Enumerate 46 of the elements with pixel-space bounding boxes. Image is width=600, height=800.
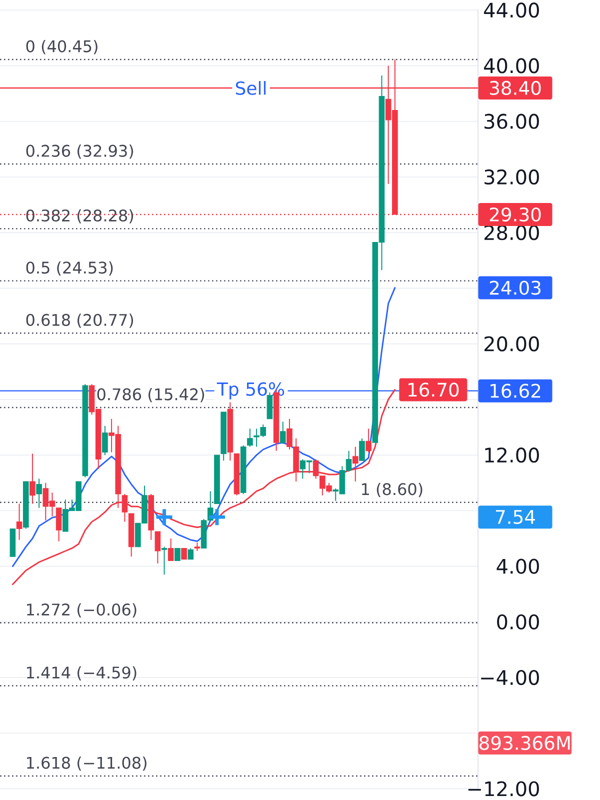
ref-line-label: 1.272 (−0.06) bbox=[27, 603, 136, 618]
candlestick bbox=[181, 548, 187, 560]
data-label: 16.70 bbox=[408, 382, 459, 397]
ref-line-label: Sell bbox=[236, 81, 266, 95]
y-tick-label: −12.00 bbox=[468, 781, 539, 796]
y-tick-label: 36.00 bbox=[484, 114, 539, 129]
candlestick bbox=[280, 421, 286, 444]
ref-line-label: Tp 56% bbox=[216, 382, 284, 400]
ref-line-label: 1.618 (−11.08) bbox=[27, 756, 146, 771]
y-tick-label: 0.00 bbox=[497, 614, 539, 630]
ref-line-label: 0.382 (28.28) bbox=[26, 209, 134, 224]
y-tick-label: 12.00 bbox=[485, 447, 539, 463]
y-tick-label: 24.03 bbox=[490, 280, 540, 295]
candlestick bbox=[102, 425, 108, 456]
y-tick-label: 38.40 bbox=[490, 80, 541, 96]
ref-line-label: 0.786 (15.42) bbox=[97, 388, 204, 402]
candlestick bbox=[366, 428, 372, 453]
y-tick-label: 7.54 bbox=[496, 510, 535, 524]
y-tick-label: 44.00 bbox=[484, 2, 539, 18]
candlestick bbox=[247, 428, 253, 448]
candlestick bbox=[154, 531, 161, 564]
candlestick bbox=[174, 548, 180, 562]
candlestick bbox=[359, 438, 365, 462]
candlestick bbox=[122, 493, 128, 522]
candlestick bbox=[352, 446, 358, 482]
ref-line-label: 1 (8.60) bbox=[362, 482, 422, 498]
y-tick-label: 20.00 bbox=[484, 336, 539, 352]
ref-line-label: 0.236 (32.93) bbox=[26, 144, 134, 159]
candlestick bbox=[161, 546, 168, 576]
ref-line-label: 0.618 (20.77) bbox=[26, 314, 134, 328]
candlestick bbox=[188, 548, 194, 560]
candlestick bbox=[56, 507, 62, 542]
y-tick-label: −4.00 bbox=[481, 670, 539, 686]
y-tick-label: 29.30 bbox=[490, 207, 541, 222]
ref-line-label: 1.414 (−4.59) bbox=[27, 666, 136, 680]
y-tick-label: 40.00 bbox=[484, 58, 539, 74]
y-tick-label: 16.62 bbox=[490, 384, 540, 398]
y-tick-label: 4.00 bbox=[496, 558, 539, 574]
ref-line-label: 0.5 (24.53) bbox=[26, 261, 113, 276]
text: 893.366M bbox=[480, 736, 570, 750]
y-tick-label: 32.00 bbox=[484, 169, 539, 185]
ref-line-label: 0 (40.45) bbox=[26, 40, 98, 54]
candlestick bbox=[30, 453, 36, 504]
candlestick bbox=[168, 538, 174, 562]
candlestick bbox=[36, 478, 42, 508]
candlestick bbox=[16, 503, 22, 540]
